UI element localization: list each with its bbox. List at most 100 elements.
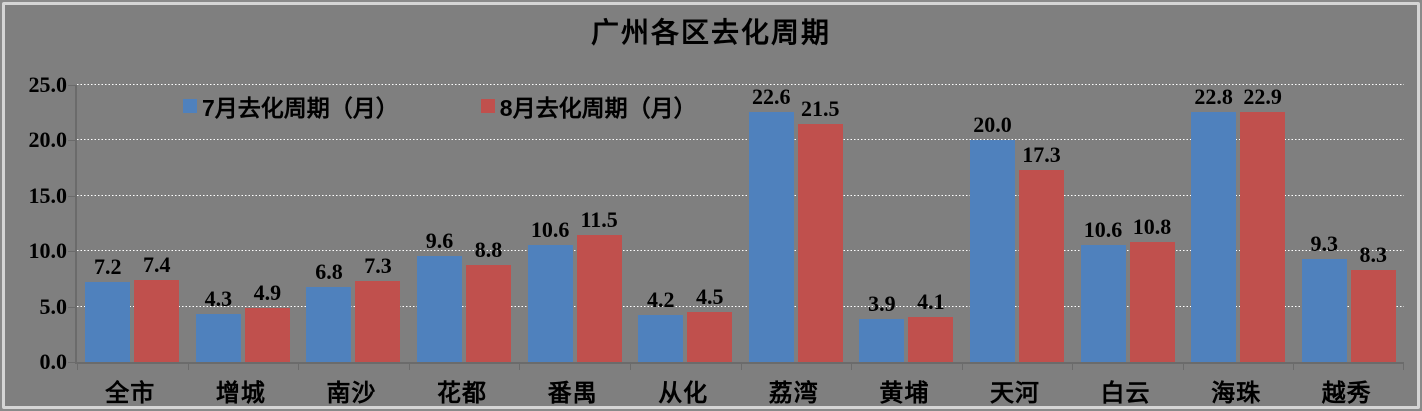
legend: 7月去化周期（月） 8月去化周期（月） [183,89,697,123]
x-axis-tick [740,364,742,370]
value-label: 8.8 [474,236,503,262]
legend-label-august: 8月去化周期（月） [499,95,697,121]
bar-column: 4.9 [244,85,290,362]
y-axis-tick [68,362,75,363]
bar-column: 10.6 [1080,85,1126,362]
category-label: 荔湾 [768,380,819,407]
bar-column: 8.8 [466,85,512,362]
bar [1080,244,1126,362]
category-label: 天河 [989,380,1040,407]
category-label: 增城 [215,380,266,407]
bar [466,264,512,362]
value-label: 10.6 [530,216,570,242]
bar [687,312,733,362]
y-axis-tick [68,306,75,308]
bar [748,112,794,362]
category-label: 越秀 [1321,380,1372,407]
bar [1129,242,1175,362]
value-label: 22.8 [1194,84,1233,109]
y-axis-tick [68,85,75,86]
x-axis-tick [1403,364,1404,370]
y-axis-tick [68,195,75,197]
bar-column: 7.3 [355,85,401,362]
bar-column: 10.6 [527,85,573,362]
bar-column: 21.5 [797,85,843,362]
value-label: 22.9 [1243,84,1282,109]
x-axis-tick [851,364,853,370]
value-label: 10.8 [1132,214,1172,240]
gridline [77,250,1404,252]
y-axis-tick-label: 20.0 [28,127,68,153]
bar [1018,170,1064,362]
category-label: 从化 [658,380,709,407]
value-label: 8.3 [1359,242,1387,268]
legend-swatch-july-icon [183,99,197,113]
bar-group-12: 9.3 8.3 [1293,85,1404,362]
value-label: 10.6 [1083,216,1123,242]
value-label: 7.2 [94,254,122,280]
x-axis-tick [1072,364,1074,370]
category-label: 全市 [105,380,156,407]
bar [576,234,622,362]
value-label: 9.3 [1310,230,1338,256]
bar [1350,270,1396,362]
chart-title: 广州各区去化周期 [590,17,831,48]
bar-group-2: 4.3 4.9 [188,85,299,362]
legend-label-july: 7月去化周期（月） [202,95,399,121]
category-label: 番禺 [547,380,598,407]
value-label: 4.5 [695,284,724,310]
x-axis-tick [298,364,300,370]
bar-column: 22.8 [1191,84,1237,362]
category-label: 黄埔 [879,380,930,407]
x-axis-tick [408,364,410,370]
bar-column: 20.0 [969,85,1015,362]
bar-group-9: 20.0 17.3 [962,85,1073,362]
bar [1301,258,1347,362]
value-label: 4.9 [253,279,282,305]
x-axis-tick [1182,364,1184,370]
legend-swatch-august-icon [480,99,495,113]
bar-column: 7.4 [134,85,180,362]
bar-column: 3.9 [859,85,905,362]
bar-group-5: 10.6 11.5 [519,85,630,362]
bar-group-6: 4.2 4.5 [630,85,741,362]
bar [417,255,463,362]
bar-group-4: 9.6 8.8 [409,85,520,362]
bar-column: 8.3 [1350,85,1396,362]
bar [1240,112,1286,362]
y-axis-tick-label: 25.0 [28,72,68,97]
bar [859,318,905,362]
bar-group-1: 7.2 7.4 [77,85,188,362]
bar-group-8: 3.9 4.1 [851,85,962,362]
bar [85,282,131,362]
value-label: 22.6 [752,84,791,109]
value-label: 4.1 [917,288,945,314]
plot-area: 7.2 7.4 4.3 4.9 6.8 7.3 9.6 8.8 10.6 11.5 4.2 4.5 22… [68,84,1404,370]
category-label: 花都 [437,380,488,407]
x-axis-tick [77,364,78,370]
y-axis-tick [68,251,75,253]
bar-column: 17.3 [1018,85,1064,362]
bar-group-10: 10.6 10.8 [1072,85,1183,362]
value-label: 11.5 [580,206,618,232]
category-label: 白云 [1100,380,1151,407]
bar-group-11: 22.8 22.9 [1183,85,1294,362]
bar-column: 4.2 [638,85,684,362]
value-label: 4.3 [204,286,233,312]
bar [797,123,843,362]
category-label: 海珠 [1211,380,1262,407]
bar [244,307,290,362]
bar-column: 22.6 [748,84,794,362]
bar-column: 4.3 [195,85,241,362]
x-axis-tick [187,364,189,370]
bar [1191,112,1237,362]
x-axis-tick [961,364,963,370]
y-axis-tick-label: 0.0 [39,349,68,374]
x-axis-tick [1293,364,1295,370]
bar [355,281,401,362]
bar-column: 11.5 [576,85,622,362]
legend-item-august: 8月去化周期（月） [480,89,697,123]
bar-column: 7.2 [85,85,131,362]
